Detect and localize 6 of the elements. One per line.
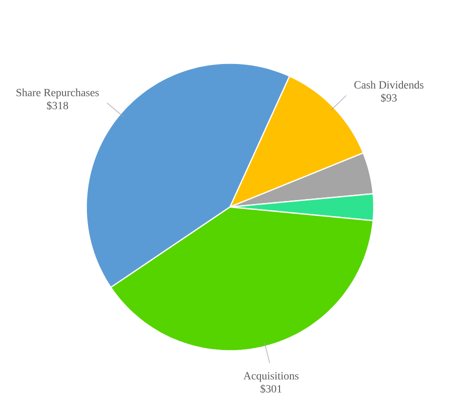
slice-label: Share Repurchases	[16, 88, 99, 98]
slice-label: Acquisitions	[243, 372, 299, 382]
data-label: $93	[381, 93, 397, 102]
slice-label: Cash Dividends	[354, 80, 424, 89]
data-label: $318	[46, 101, 68, 110]
data-label: $301	[260, 384, 282, 394]
